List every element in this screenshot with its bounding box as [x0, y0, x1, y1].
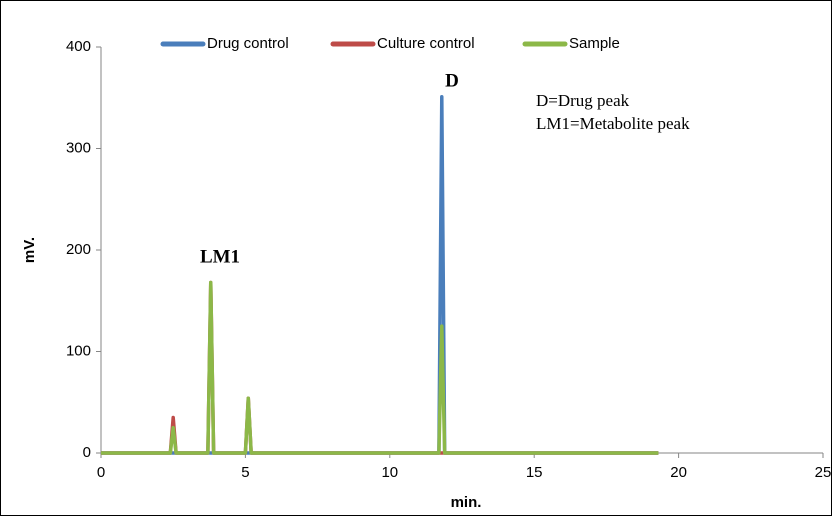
annotation: D — [445, 70, 459, 91]
x-tick-label: 10 — [381, 464, 398, 481]
series-line — [101, 280, 659, 455]
annotation: LM1 — [200, 246, 240, 267]
x-tick-label: 5 — [241, 464, 249, 481]
legend-label: Drug control — [207, 35, 289, 52]
y-tick-label: 100 — [66, 342, 91, 359]
x-tick-label: 25 — [815, 464, 832, 481]
x-tick-label: 0 — [97, 464, 105, 481]
y-tick-label: 200 — [66, 241, 91, 258]
x-tick-label: 15 — [526, 464, 543, 481]
x-axis-label: min. — [451, 494, 482, 511]
annotation: D=Drug peak — [536, 91, 630, 110]
legend-label: Sample — [569, 35, 620, 52]
y-tick-label: 300 — [66, 139, 91, 156]
y-tick-label: 400 — [66, 38, 91, 55]
legend-label: Culture control — [377, 35, 475, 52]
y-axis-label: mV. — [21, 237, 38, 263]
annotation: LM1=Metabolite peak — [536, 114, 690, 133]
y-tick-label: 0 — [83, 444, 91, 461]
x-tick-label: 20 — [670, 464, 687, 481]
